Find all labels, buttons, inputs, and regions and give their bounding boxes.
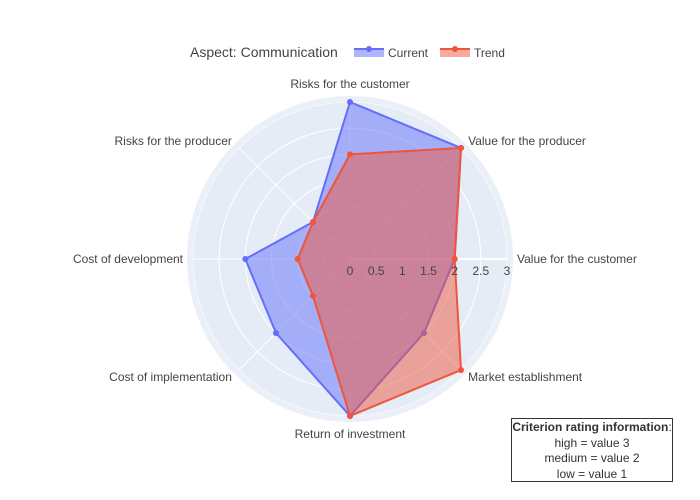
criterion-info-box: Criterion rating information: high = val…: [511, 418, 673, 482]
radial-tick-label: 0: [347, 264, 354, 278]
data-point-trend[interactable]: [309, 293, 316, 300]
axis-label: Value for the producer: [468, 134, 586, 148]
info-box-line-high: high = value 3: [554, 435, 630, 450]
radial-tick-label: 2: [451, 264, 458, 278]
data-point-current[interactable]: [272, 330, 279, 337]
info-box-title-line: Criterion rating information:: [512, 420, 672, 436]
legend-marker: [452, 46, 458, 52]
data-point-trend[interactable]: [347, 413, 353, 419]
axis-label: Return of investment: [295, 427, 406, 441]
data-point-trend[interactable]: [309, 218, 316, 225]
legend-swatch: [354, 49, 384, 57]
axis-label: Risks for the producer: [115, 134, 232, 148]
legend-label: Current: [388, 46, 429, 60]
series-layer: [242, 99, 465, 419]
axis-label: Value for the customer: [517, 252, 637, 266]
radial-tick-label: 1: [399, 264, 406, 278]
info-box-line-medium: medium = value 2: [544, 451, 640, 465]
axis-label: Market establishment: [468, 370, 583, 384]
data-point-trend[interactable]: [458, 144, 465, 151]
data-point-current[interactable]: [347, 99, 353, 105]
radial-tick-label: 1.5: [420, 264, 437, 278]
info-box-title: Criterion rating information: [512, 420, 669, 434]
legend-marker: [366, 46, 372, 52]
axis-label: Risks for the customer: [290, 77, 409, 91]
radial-tick-label: 2.5: [472, 264, 489, 278]
data-point-trend[interactable]: [451, 256, 458, 262]
legend-label: Trend: [474, 46, 505, 60]
chart-title: Aspect: Communication: [190, 44, 338, 60]
axis-label-layer: 0 0.5 1 1.5 2 2.5 3 Value for the customer Value…: [73, 77, 637, 441]
data-point-current[interactable]: [242, 256, 249, 262]
data-point-trend[interactable]: [347, 151, 353, 158]
info-box-colon: :: [668, 420, 672, 434]
series-trend: [294, 144, 465, 419]
info-box-line-low: low = value 1: [556, 466, 628, 481]
legend-swatch: [440, 49, 470, 57]
axis-label: Cost of implementation: [109, 370, 232, 384]
legend[interactable]: Current Trend: [354, 46, 505, 60]
data-point-trend[interactable]: [458, 367, 465, 374]
radial-tick-label: 0.5: [368, 264, 385, 278]
legend-item-trend[interactable]: Trend: [440, 46, 505, 60]
legend-item-current[interactable]: Current: [354, 46, 429, 60]
axis-label: Cost of development: [73, 252, 184, 266]
radial-tick-label: 3: [504, 264, 511, 278]
data-point-trend[interactable]: [294, 256, 301, 262]
